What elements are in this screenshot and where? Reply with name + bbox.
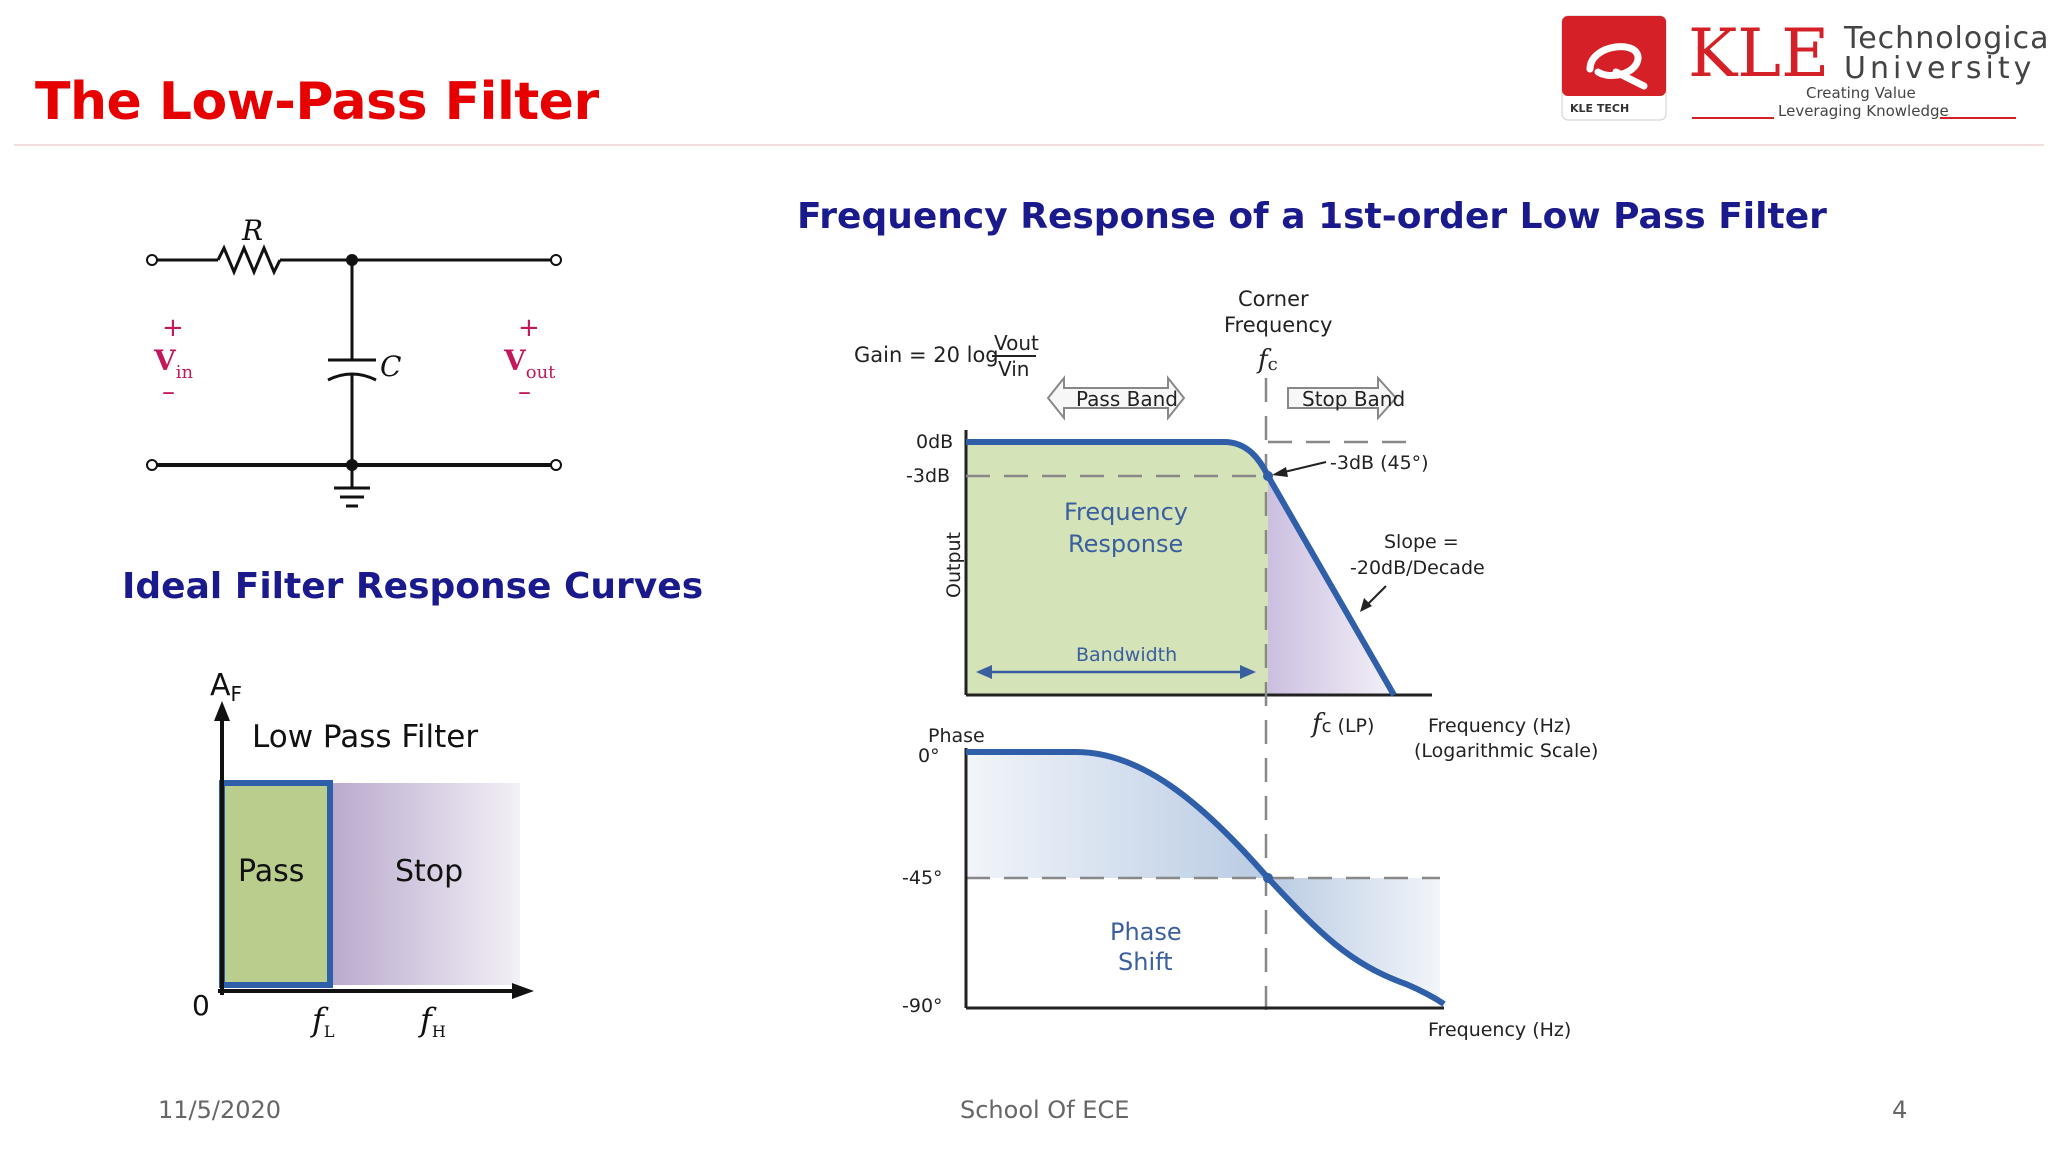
freq-axis-label-1: Frequency (Hz): [1428, 715, 1571, 737]
logo-swoosh-icon: [1586, 43, 1648, 90]
ideal-filter-name: Low Pass Filter: [252, 719, 478, 755]
y-minus3db-label: -3dB: [906, 465, 950, 487]
phase-area-1: [966, 752, 1268, 878]
fc-label: fc: [1256, 345, 1278, 375]
corner-freq-line1: Corner: [1238, 287, 1309, 311]
phase-0-label: 0°: [918, 745, 940, 767]
page-number: 4: [1892, 1096, 1908, 1124]
footer-center: School Of ECE: [960, 1096, 1130, 1124]
freq-response-heading: Frequency Response of a 1st-order Low Pa…: [797, 196, 1827, 237]
logo-tagline1: Creating Value: [1806, 84, 1916, 102]
resistor-symbol: [216, 244, 282, 276]
fl-label: fL: [310, 1001, 335, 1041]
fh-label: fH: [418, 1001, 446, 1041]
y-axis-arrow-icon: [214, 701, 230, 721]
freq-response-label-2: Response: [1068, 530, 1183, 558]
minus45-point: [1263, 873, 1273, 883]
rc-circuit-diagram: R C + Vin – + Vout –: [146, 214, 562, 508]
svg-text:–: –: [518, 377, 531, 407]
freq-axis-label-2: (Logarithmic Scale): [1414, 740, 1598, 762]
slope-label-1: Slope =: [1384, 531, 1459, 553]
fc-lp-label: fc (LP): [1310, 709, 1374, 739]
pass-label: Pass: [238, 854, 304, 889]
capacitor-label: C: [380, 350, 401, 383]
ideal-curves-heading: Ideal Filter Response Curves: [122, 566, 704, 607]
gain-numerator: Vout: [994, 331, 1039, 355]
vin-label: Vin: [153, 344, 193, 383]
origin-label: 0: [192, 989, 210, 1022]
logo-line2: University: [1844, 51, 2035, 86]
pass-band-arrow: [1046, 375, 1186, 421]
ideal-filter-diagram: AF Low Pass Filter Pass Stop 0 fL fH: [192, 668, 534, 1041]
input-terminal-top: [146, 254, 158, 266]
stop-band-arrow: [1287, 375, 1398, 421]
svg-text:+: +: [162, 313, 184, 343]
af-axis-label: AF: [210, 668, 242, 706]
output-axis-label: Output: [943, 532, 965, 598]
bandwidth-label: Bandwidth: [1076, 644, 1177, 666]
output-terminal-bottom: [550, 459, 562, 471]
gain-denominator: Vin: [998, 357, 1029, 381]
logo-badge-text: KLE TECH: [1570, 102, 1629, 115]
x-axis-arrow-icon: [512, 983, 534, 999]
logo-tagline2: Leveraging Knowledge: [1778, 102, 1949, 120]
phase-90-label: -90°: [902, 995, 943, 1017]
corner-freq-line2: Frequency: [1224, 313, 1333, 337]
output-terminal-top: [550, 254, 562, 266]
frequency-response-diagram: Gain = 20 log Vout Vin Corner Frequency …: [854, 287, 1598, 1041]
svg-text:+: +: [518, 313, 540, 343]
phase-freq-axis-label: Frequency (Hz): [1428, 1019, 1571, 1041]
stop-region: [330, 783, 520, 985]
pass-band-label: Pass Band: [1076, 387, 1178, 411]
phase-axis-label: Phase: [928, 725, 985, 747]
stop-band-label: Stop Band: [1302, 387, 1405, 411]
phase-shift-label-2: Shift: [1118, 948, 1173, 976]
svg-text:–: –: [162, 377, 175, 407]
phase-45-label: -45°: [902, 867, 943, 889]
minus3db-point: [1263, 471, 1273, 481]
gain-formula: Gain = 20 log: [854, 343, 999, 367]
ground-icon: [334, 486, 370, 508]
logo-line1: Technological: [1843, 21, 2048, 56]
input-terminal-bottom: [146, 459, 158, 471]
passband-area: [966, 442, 1268, 695]
slope-label-2: -20dB/Decade: [1350, 557, 1485, 579]
slide-title: The Low-Pass Filter: [35, 72, 599, 132]
title-divider: [14, 144, 2044, 146]
phase-shift-label-1: Phase: [1110, 918, 1182, 946]
phase-area-2: [1268, 878, 1440, 1000]
y-0db-label: 0dB: [916, 431, 953, 453]
resistor-label: R: [241, 214, 263, 247]
freq-response-label-1: Frequency: [1064, 498, 1188, 526]
logo-brand: KLE: [1688, 15, 1829, 92]
footer-date: 11/5/2020: [158, 1096, 282, 1124]
kle-logo: KLE TECH KLE Technological University Cr…: [1561, 15, 2048, 121]
minus3db-annotation: -3dB (45°): [1330, 452, 1429, 474]
phase-curve: [966, 749, 1446, 1007]
stop-label: Stop: [395, 854, 463, 889]
vout-label: Vout: [503, 344, 556, 383]
